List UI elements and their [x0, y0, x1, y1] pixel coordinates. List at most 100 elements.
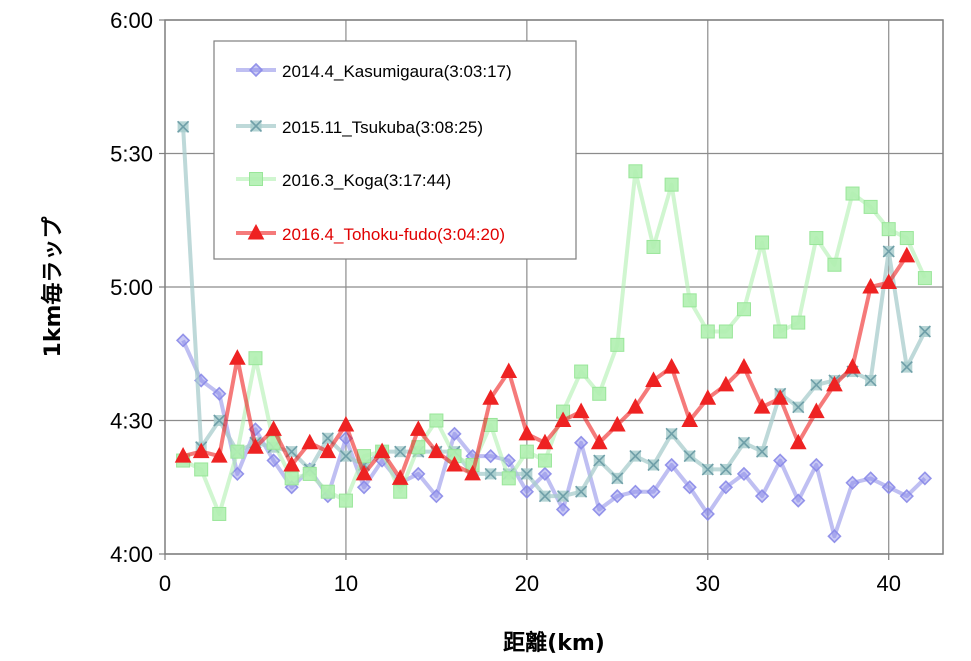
data-point: [845, 475, 860, 490]
data-point: [590, 433, 608, 450]
data-point: [736, 466, 752, 482]
data-point: [845, 186, 860, 201]
data-point: [645, 371, 662, 387]
data-point: [608, 415, 626, 432]
legend-marker: [247, 223, 265, 240]
data-point: [719, 463, 732, 476]
data-point: [737, 436, 751, 449]
x-tick-label: 30: [696, 571, 720, 596]
data-point: [301, 433, 319, 450]
data-point: [447, 426, 462, 441]
data-point: [629, 450, 642, 463]
data-point: [628, 484, 643, 499]
data-point: [611, 472, 624, 485]
data-point: [791, 315, 806, 330]
data-point: [700, 324, 715, 339]
data-point: [230, 444, 245, 459]
data-point: [192, 442, 210, 459]
data-point: [628, 164, 643, 179]
data-point: [428, 442, 445, 459]
plot-area-frame: [164, 19, 944, 555]
legend-marker: [249, 172, 263, 186]
data-point: [337, 415, 355, 432]
data-point: [917, 271, 932, 286]
legend-sample: [236, 62, 276, 78]
data-point: [501, 471, 516, 486]
y-tick-label: 5:30: [110, 142, 153, 167]
data-point: [537, 466, 553, 482]
data-point: [555, 502, 571, 517]
data-point: [646, 239, 661, 254]
data-point: [592, 502, 607, 517]
data-point: [284, 471, 299, 486]
data-point: [882, 245, 895, 258]
data-point: [247, 438, 264, 454]
data-point: [753, 398, 771, 414]
data-point: [320, 484, 335, 499]
data-point: [593, 454, 606, 467]
data-point: [881, 222, 896, 237]
data-point: [283, 455, 300, 472]
data-point: [520, 467, 533, 480]
tick-labels: 4:00 4:30 5:00 5:30 6:00 0 10 20 30 40: [110, 8, 901, 596]
data-point: [754, 489, 770, 504]
data-point: [646, 484, 661, 499]
data-point: [682, 293, 697, 308]
data-point: [355, 464, 373, 481]
x-tick-label: 40: [876, 571, 900, 596]
data-point: [446, 455, 463, 472]
data-point: [683, 450, 696, 463]
data-point: [810, 378, 823, 391]
data-point: [536, 433, 554, 450]
data-point: [880, 273, 898, 290]
data-point: [826, 375, 843, 392]
data-point: [394, 445, 407, 458]
data-point: [701, 463, 714, 476]
x-tick-label: 20: [515, 571, 539, 596]
y-tick-label: 4:30: [110, 409, 153, 434]
data-point: [266, 453, 281, 468]
data-point: [391, 469, 409, 485]
data-point: [809, 231, 824, 246]
data-point: [177, 120, 190, 133]
data-point: [809, 457, 824, 473]
data-point: [791, 493, 806, 508]
data-point: [773, 324, 788, 339]
legend-label-tsukuba: 2015.11_Tsukuba(3:08:25): [282, 118, 483, 137]
data-point: [592, 386, 607, 401]
data-point: [736, 302, 751, 317]
data-point: [700, 506, 715, 522]
data-point: [538, 490, 552, 503]
data-point: [789, 433, 807, 450]
data-point: [682, 480, 697, 495]
y-tick-label: 5:00: [110, 275, 153, 300]
series-layer: [174, 120, 933, 544]
data-point: [373, 442, 391, 459]
data-point: [575, 485, 588, 498]
data-point: [537, 453, 552, 468]
data-point: [898, 246, 916, 263]
legend-label-kasumigaura: 2014.4_Kasumigaura(3:03:17): [282, 62, 512, 81]
data-point: [409, 420, 427, 436]
data-point: [864, 374, 877, 387]
data-point: [321, 432, 334, 445]
legend-marker: [248, 62, 264, 78]
data-point: [393, 484, 408, 499]
data-point: [212, 386, 227, 401]
series-4: [174, 246, 916, 485]
legend-sample: [236, 172, 276, 186]
data-point: [212, 506, 227, 521]
data-point: [862, 277, 879, 294]
data-point: [881, 480, 896, 495]
data-point: [338, 493, 353, 508]
data-point: [483, 448, 498, 464]
data-point: [808, 402, 825, 419]
data-point: [319, 442, 337, 459]
data-point: [717, 375, 735, 392]
data-point: [174, 447, 192, 463]
data-point: [518, 424, 536, 441]
data-point: [844, 358, 861, 374]
data-point: [519, 444, 534, 459]
data-point: [756, 445, 769, 458]
